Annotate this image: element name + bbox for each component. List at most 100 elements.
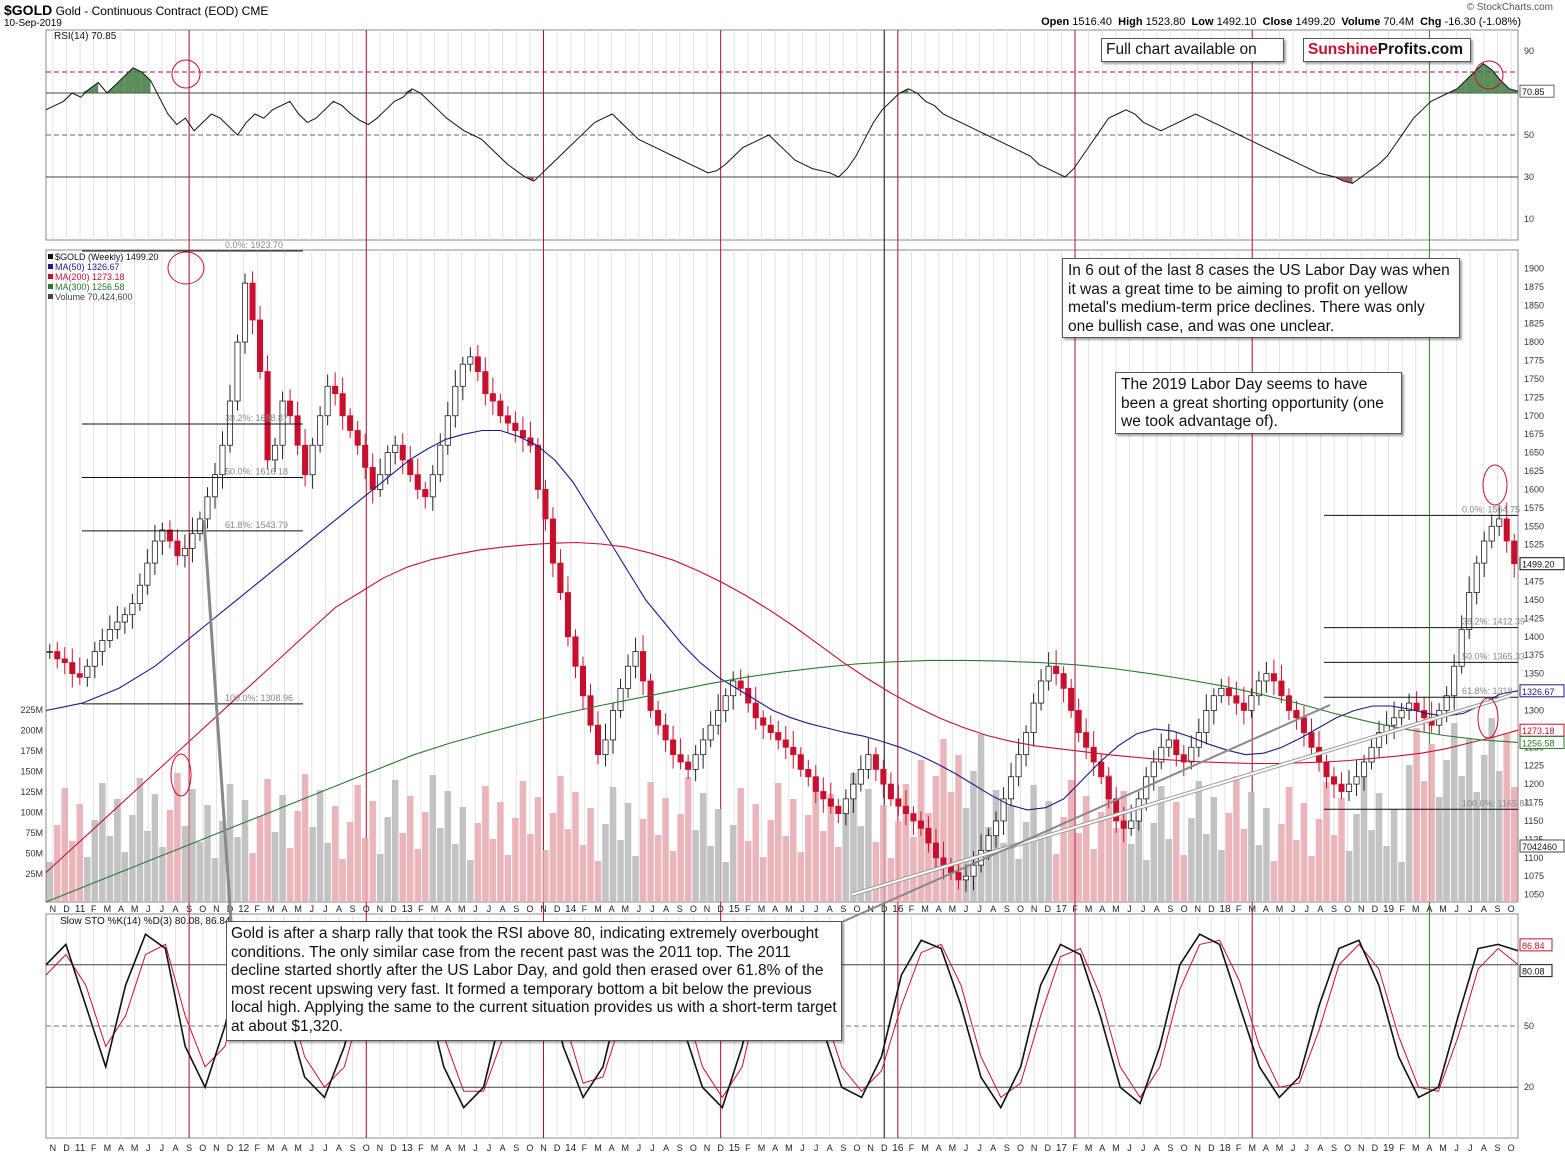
stoch-last-value: 80.08 (1522, 967, 1545, 977)
promo-full-chart: Full chart available on (1101, 38, 1284, 62)
volume-bar (557, 776, 564, 902)
x-tick-label: N (1358, 904, 1365, 914)
volume-bar (1428, 744, 1435, 902)
x-tick-label: M (622, 904, 630, 914)
candle-body (1488, 525, 1495, 542)
candle-body (1345, 783, 1353, 792)
x-tick-label: A (1317, 1143, 1323, 1153)
x-tick-label: D (881, 904, 888, 914)
volume-bar (752, 804, 759, 902)
x-tick-label: N (377, 904, 384, 914)
candle-body (655, 710, 662, 726)
legend-swatch (48, 274, 53, 279)
candle-body (1451, 665, 1458, 697)
x-tick-label: F (1399, 904, 1405, 914)
volume-bar (910, 837, 917, 902)
volume-bar (895, 821, 902, 902)
x-tick-label: O (1508, 1143, 1515, 1153)
x-tick-label: J (637, 904, 642, 914)
x-tick-label: M (1276, 904, 1284, 914)
x-tick-label: J (1127, 1143, 1132, 1153)
x-tick-label: 11 (75, 1143, 86, 1154)
price-tick-label: 1625 (1524, 466, 1544, 476)
x-tick-label: O (199, 904, 206, 914)
legend-swatch (48, 294, 53, 299)
candle-body (820, 791, 827, 800)
x-tick-label: O (1017, 1143, 1024, 1153)
candle-body (1053, 665, 1060, 675)
candle-body (1120, 820, 1127, 829)
x-tick-label: J (1468, 1143, 1473, 1153)
x-tick-label: A (336, 1143, 342, 1153)
x-tick-label: F (1072, 904, 1078, 914)
candle-body (332, 385, 339, 395)
volume-bar (136, 778, 144, 902)
volume-bar (647, 782, 654, 902)
price-last-label: 1256.58 (1522, 738, 1555, 748)
volume-bar (1060, 817, 1067, 902)
x-tick-label: A (1481, 904, 1487, 914)
x-tick-label: O (1508, 904, 1515, 914)
x-tick-label: A (772, 904, 778, 914)
candle-body (272, 444, 279, 461)
volume-bar (1218, 850, 1225, 902)
x-tick-label: S (1167, 1143, 1173, 1153)
x-tick-label: 16 (892, 1143, 904, 1154)
candle-body (1503, 518, 1510, 542)
volume-bar (1075, 833, 1082, 902)
volume-bar (790, 799, 797, 902)
x-tick-label: J (800, 904, 805, 914)
volume-bar (835, 847, 842, 902)
candle-body (1270, 673, 1277, 682)
x-tick-label: M (267, 1143, 275, 1153)
x-tick-label: S (677, 904, 683, 914)
candle-body (842, 798, 849, 814)
x-tick-label: N (1031, 904, 1038, 914)
volume-bar (181, 826, 189, 902)
x-tick-label: O (1344, 904, 1351, 914)
x-tick-label: D (881, 1143, 888, 1153)
volume-bar (174, 773, 181, 902)
candle-body (54, 651, 61, 660)
candle-body (985, 835, 992, 851)
volume-bar (639, 819, 647, 902)
volume-bar (1233, 776, 1240, 902)
x-tick-label: A (772, 1143, 778, 1153)
x-tick-label: M (622, 1143, 630, 1153)
volume-bar (699, 793, 707, 902)
volume-bar (497, 802, 504, 902)
price-tick-label: 1575 (1524, 503, 1544, 513)
price-legend-entry: MA(50) 1326.67 (55, 262, 120, 272)
volume-tick-label: 100M (20, 808, 43, 818)
candle-body (1165, 739, 1172, 748)
volume-bar (759, 857, 767, 902)
rsi-tick-label: 90 (1524, 46, 1534, 56)
high-value: 1523.80 (1145, 16, 1186, 28)
volume-value: 70.4M (1383, 16, 1414, 28)
price-tick-label: 1750 (1524, 374, 1544, 384)
volume-bar (579, 845, 587, 902)
low-label: Low (1191, 16, 1214, 28)
x-tick-label: J (650, 904, 655, 914)
candle-body (1240, 702, 1247, 711)
candle-body (887, 783, 894, 800)
x-tick-label: J (964, 904, 969, 914)
candle-body (399, 444, 406, 461)
x-tick-label: O (853, 1143, 860, 1153)
watermark: © StockCharts.com (1466, 2, 1553, 13)
x-tick-label: M (431, 904, 439, 914)
volume-bar (669, 851, 677, 902)
volume-bar (189, 789, 196, 902)
x-tick-label: N (213, 904, 220, 914)
candle-body (1413, 702, 1420, 711)
volume-tick-label: 25M (25, 869, 43, 879)
volume-bar (1510, 787, 1518, 902)
volume-bar (1300, 803, 1308, 902)
candle-body (715, 710, 722, 726)
candle-body (174, 540, 181, 557)
volume-tick-label: 200M (20, 726, 43, 736)
x-tick-label: 16 (892, 904, 904, 915)
promo-brand-link[interactable]: SunshineProfits.com (1303, 38, 1471, 62)
candle-body (549, 518, 556, 564)
volume-bar (1308, 856, 1315, 902)
